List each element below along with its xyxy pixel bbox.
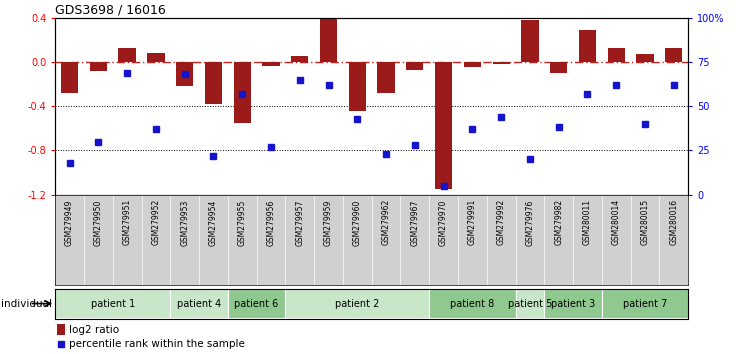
Text: GDS3698 / 16016: GDS3698 / 16016: [55, 4, 166, 17]
Bar: [435, 62, 452, 189]
Bar: [90, 62, 107, 71]
Bar: [492, 62, 510, 64]
Text: patient 3: patient 3: [551, 298, 595, 309]
Bar: [602, 289, 688, 318]
Bar: [233, 62, 251, 123]
Text: GSM279951: GSM279951: [123, 199, 132, 245]
Bar: [349, 62, 366, 110]
Text: GSM280016: GSM280016: [669, 199, 679, 245]
Text: GSM279959: GSM279959: [324, 199, 333, 246]
Text: patient 1: patient 1: [91, 298, 135, 309]
Text: GSM279956: GSM279956: [266, 199, 275, 246]
Bar: [286, 289, 429, 318]
Bar: [228, 289, 286, 318]
Text: GSM279957: GSM279957: [295, 199, 304, 246]
Text: GSM279954: GSM279954: [209, 199, 218, 246]
Bar: [205, 62, 222, 104]
Bar: [637, 54, 654, 62]
Bar: [147, 53, 165, 62]
Bar: [665, 47, 682, 62]
Bar: [464, 62, 481, 68]
Text: GSM279953: GSM279953: [180, 199, 189, 246]
Text: GSM279955: GSM279955: [238, 199, 247, 246]
Bar: [320, 18, 337, 62]
Bar: [550, 62, 567, 73]
Text: log2 ratio: log2 ratio: [69, 325, 119, 335]
Text: GSM279992: GSM279992: [497, 199, 506, 245]
Bar: [608, 47, 625, 62]
Text: patient 6: patient 6: [235, 298, 279, 309]
Bar: [378, 62, 394, 93]
Bar: [118, 47, 135, 62]
Text: patient 2: patient 2: [335, 298, 380, 309]
Text: percentile rank within the sample: percentile rank within the sample: [69, 339, 245, 349]
Bar: [429, 289, 515, 318]
Text: GSM279952: GSM279952: [152, 199, 160, 245]
Bar: [578, 30, 596, 62]
Bar: [545, 289, 602, 318]
Text: GSM280014: GSM280014: [612, 199, 620, 245]
Bar: [291, 56, 308, 62]
Text: GSM279982: GSM279982: [554, 199, 563, 245]
Bar: [262, 62, 280, 67]
Text: patient 8: patient 8: [450, 298, 495, 309]
Text: patient 7: patient 7: [623, 298, 668, 309]
Text: GSM279949: GSM279949: [65, 199, 74, 246]
Text: GSM279962: GSM279962: [381, 199, 391, 245]
Bar: [406, 62, 423, 70]
Bar: [170, 289, 228, 318]
Bar: [57, 324, 65, 335]
Text: GSM279991: GSM279991: [468, 199, 477, 245]
Text: individual: individual: [1, 298, 52, 309]
Bar: [55, 289, 170, 318]
Bar: [521, 20, 539, 62]
Text: patient 4: patient 4: [177, 298, 222, 309]
Text: patient 5: patient 5: [508, 298, 552, 309]
Text: GSM280015: GSM280015: [640, 199, 649, 245]
Text: GSM279960: GSM279960: [353, 199, 362, 246]
Text: GSM280011: GSM280011: [583, 199, 592, 245]
Bar: [176, 62, 194, 86]
Bar: [515, 289, 545, 318]
Text: GSM279976: GSM279976: [526, 199, 534, 246]
Bar: [61, 62, 78, 93]
Text: GSM279950: GSM279950: [94, 199, 103, 246]
Text: GSM279967: GSM279967: [411, 199, 420, 246]
Text: GSM279970: GSM279970: [439, 199, 448, 246]
